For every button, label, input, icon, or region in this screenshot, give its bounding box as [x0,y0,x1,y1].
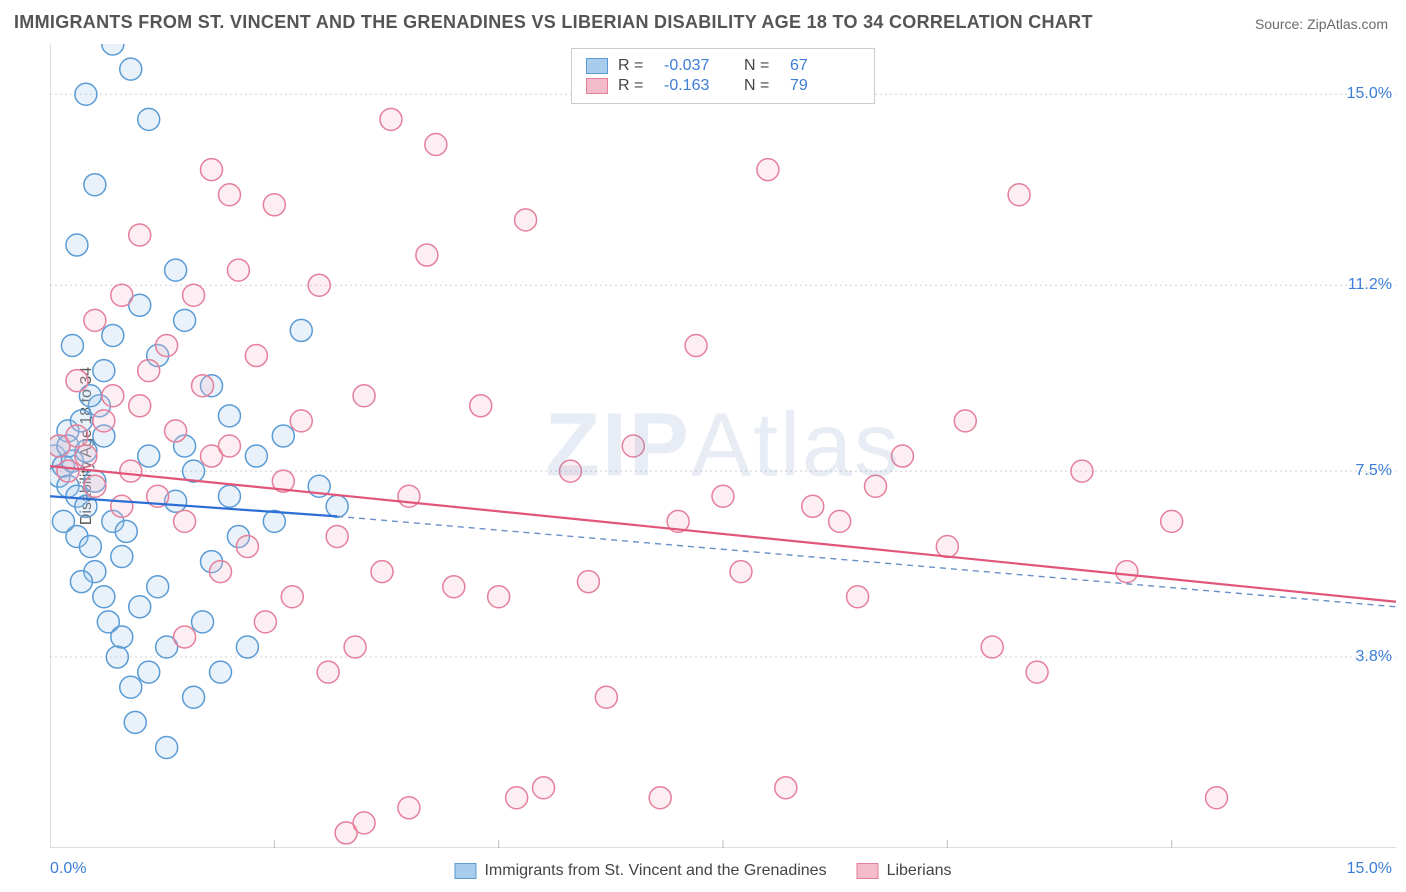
legend-label-1: Immigrants from St. Vincent and the Gren… [484,862,826,880]
legend-row-series2: R = -0.163 N = 79 [586,77,860,95]
correlation-legend: R = -0.037 N = 67 R = -0.163 N = 79 [571,48,875,104]
y-tick-label: 7.5% [1356,462,1392,480]
r-value-2: -0.163 [664,77,734,95]
legend-row-series1: R = -0.037 N = 67 [586,57,860,75]
y-tick-label: 3.8% [1356,648,1392,666]
legend-swatch-bottom-2 [857,863,879,879]
scatter-svg [50,44,1396,848]
legend-swatch-bottom-1 [454,863,476,879]
r-label: R = [618,57,654,75]
legend-swatch-2 [586,78,608,94]
x-max-label: 15.0% [1347,860,1392,878]
legend-label-2: Liberians [887,862,952,880]
y-tick-label: 15.0% [1347,85,1392,103]
legend-item-2: Liberians [857,862,952,880]
n-label: N = [744,77,780,95]
series-legend: Immigrants from St. Vincent and the Gren… [454,862,951,880]
r-label: R = [618,77,654,95]
legend-swatch-1 [586,58,608,74]
n-value-2: 79 [790,77,860,95]
r-value-1: -0.037 [664,57,734,75]
x-origin-label: 0.0% [50,860,86,878]
n-label: N = [744,57,780,75]
legend-item-1: Immigrants from St. Vincent and the Gren… [454,862,826,880]
chart-container: IMMIGRANTS FROM ST. VINCENT AND THE GREN… [0,0,1406,892]
n-value-1: 67 [790,57,860,75]
y-tick-label: 11.2% [1348,276,1392,294]
chart-title: IMMIGRANTS FROM ST. VINCENT AND THE GREN… [14,12,1093,33]
plot-area: ZIPAtlas R = -0.037 N = 67 R = -0.163 N … [50,44,1396,848]
source-label: Source: ZipAtlas.com [1255,16,1388,32]
